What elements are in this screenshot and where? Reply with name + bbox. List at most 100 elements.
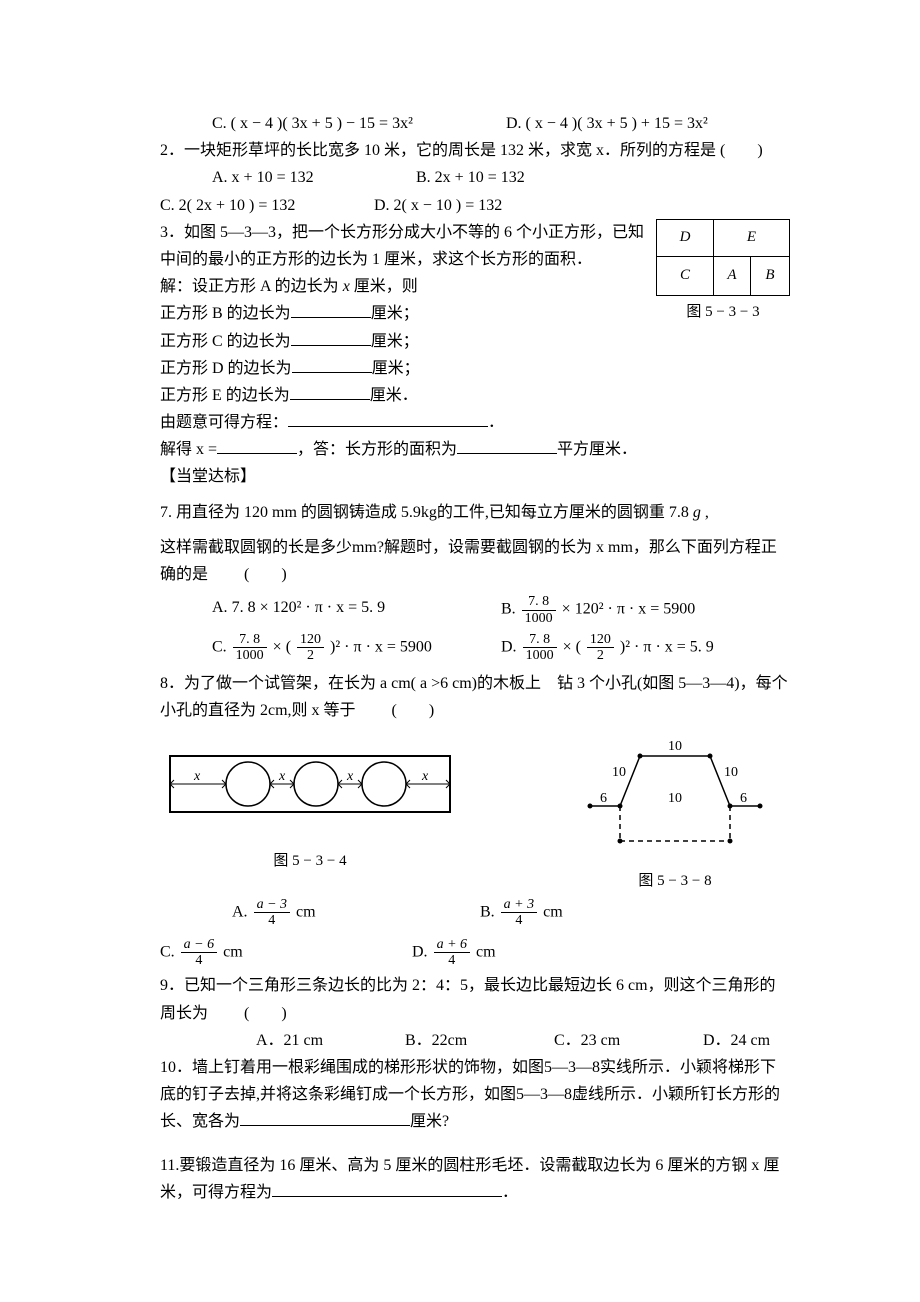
- q3-d-unit: 厘米；: [372, 360, 420, 377]
- q8-a-den: 4: [254, 913, 290, 928]
- q3-setup-pre: 解：设正方形 A 的边长为: [160, 278, 343, 295]
- q7-d-rest: )² · π · x = 5. 9: [616, 639, 714, 656]
- blank-c[interactable]: [291, 329, 371, 346]
- blank-q11[interactable]: [272, 1180, 502, 1197]
- blank-e[interactable]: [290, 383, 370, 400]
- q3-solve: 解得 x = ，答：长方形的面积为 平方厘米．: [160, 436, 790, 463]
- figure-5-3-4: x x x x 图 5 − 3 − 4: [160, 736, 460, 895]
- blank-q10[interactable]: [240, 1109, 410, 1126]
- q3-d-pre: 正方形 D 的边长为: [160, 360, 292, 377]
- cell-b: B: [751, 256, 790, 295]
- q7-a-label: A.: [212, 599, 232, 616]
- q7-l1b: ,: [701, 504, 709, 521]
- q7-c-n1: 7. 8: [233, 632, 267, 648]
- blank-area[interactable]: [457, 437, 557, 454]
- q8-option-d: D. a + 64 cm: [412, 937, 727, 969]
- q3-e-unit: 厘米．: [370, 387, 418, 404]
- figure-5-3-8-label: 图 5 − 3 − 8: [560, 869, 790, 895]
- figure-5-3-3-label: 图 5 − 3 − 3: [656, 300, 790, 326]
- q10-p2: 厘米?: [410, 1113, 449, 1130]
- blank-d[interactable]: [292, 356, 372, 373]
- q8-c-label: C.: [160, 943, 179, 960]
- q8-stem: 8．为了做一个试管架，在长为 a cm( a >6 cm)的木板上 钻 3 个小…: [160, 670, 790, 724]
- svg-text:x: x: [278, 769, 286, 784]
- q7-b-den: 1000: [522, 611, 556, 626]
- q3-eq-pre: 由题意可得方程：: [160, 414, 288, 431]
- q2-option-b: B. 2x + 10 = 132: [416, 169, 525, 186]
- q8-b-den: 4: [501, 913, 537, 928]
- q3-e-pre: 正方形 E 的边长为: [160, 387, 290, 404]
- q7-b-label: B.: [501, 601, 520, 618]
- q9-stem: 9．已知一个三角形三条边长的比为 2：4：5，最长边比最短边长 6 cm，则这个…: [160, 972, 790, 1026]
- q7-row-ab: A. 7. 8 × 120² · π · x = 5. 9 B. 7. 8100…: [160, 594, 790, 626]
- cell-e: E: [714, 219, 790, 256]
- q9-option-c: C．23 cm: [554, 1027, 699, 1054]
- q3-eq: 由题意可得方程：．: [160, 409, 790, 436]
- svg-text:6: 6: [740, 791, 747, 806]
- q7-b-rest: × 120² · π · x = 5900: [558, 601, 696, 618]
- svg-text:x: x: [193, 769, 201, 784]
- q9-options: A．21 cm B．22cm C．23 cm D．24 cm: [160, 1027, 790, 1054]
- q8-d-den: 4: [434, 953, 470, 968]
- q7-d-mid: × (: [559, 639, 585, 656]
- svg-text:x: x: [421, 769, 429, 784]
- q7-d-n1: 7. 8: [523, 632, 557, 648]
- section-heading: 【当堂达标】: [160, 463, 790, 490]
- q8-option-c: C. a − 64 cm: [160, 937, 412, 969]
- svg-text:6: 6: [600, 791, 607, 806]
- q1-option-c: C. ( x − 4 )( 3x + 5 ) − 15 = 3x²: [212, 110, 502, 137]
- q8-c-den: 4: [181, 953, 217, 968]
- fig538-svg: 10 10 10 6 10 6: [560, 736, 790, 856]
- q3-setup-post: 厘米，则: [350, 278, 418, 295]
- blank-b[interactable]: [291, 301, 371, 318]
- q7-l1a: 7. 用直径为 120 mm 的圆钢铸造成 5.9kg的工件,已知每立方厘米的圆…: [160, 504, 693, 521]
- q7-c-d1: 1000: [233, 648, 267, 663]
- blank-x[interactable]: [217, 437, 297, 454]
- svg-text:x: x: [346, 769, 354, 784]
- q8-row-cd: C. a − 64 cm D. a + 64 cm: [160, 937, 790, 969]
- q7-option-b: B. 7. 81000 × 120² · π · x = 5900: [501, 594, 790, 626]
- svg-text:10: 10: [724, 765, 738, 780]
- q7-option-a: A. 7. 8 × 120² · π · x = 5. 9: [160, 594, 501, 626]
- cell-c: C: [657, 256, 714, 295]
- q8-c-unit: cm: [219, 943, 243, 960]
- q3-line-c: 正方形 C 的边长为 厘米；: [160, 328, 790, 355]
- q3-solve-unit: 平方厘米．: [557, 441, 637, 458]
- q8-d-unit: cm: [472, 943, 496, 960]
- q8-d-label: D.: [412, 943, 432, 960]
- q8-option-b: B. a + 34 cm: [480, 897, 790, 929]
- q11: 11.要锻造直径为 16 厘米、高为 5 厘米的圆柱形毛坯．设需截取边长为 6 …: [160, 1152, 790, 1206]
- q7-c-label: C.: [212, 639, 231, 656]
- squares-table: D E C A B: [656, 219, 790, 296]
- q8-c-num: a − 6: [181, 937, 217, 953]
- q2-option-a: A. x + 10 = 132: [212, 164, 412, 191]
- q8-b-unit: cm: [539, 903, 563, 920]
- q8-b-num: a + 3: [501, 897, 537, 913]
- q8-figure-row: x x x x 图 5 − 3 − 4 10 10 10 6 10: [160, 736, 790, 895]
- q3-solve-pre: 解得 x =: [160, 441, 217, 458]
- q7-c-n2: 120: [297, 632, 324, 648]
- q7-option-c: C. 7. 81000 × ( 1202 )² · π · x = 5900: [160, 632, 501, 664]
- q3-c-pre: 正方形 C 的边长为: [160, 333, 291, 350]
- q2-stem: 2．一块矩形草坪的长比宽多 10 米，它的周长是 132 米，求宽 x．所列的方…: [160, 137, 790, 164]
- q7-g: g: [693, 504, 701, 521]
- blank-eq[interactable]: [288, 410, 488, 427]
- q3-solve-mid: ，答：长方形的面积为: [297, 441, 457, 458]
- q3-c-unit: 厘米；: [371, 333, 419, 350]
- q3-var-x: x: [343, 278, 350, 295]
- q7-d-n2: 120: [587, 632, 614, 648]
- q7-b-num: 7. 8: [522, 594, 556, 610]
- q8-option-a: A. a − 34 cm: [160, 897, 480, 929]
- svg-text:10: 10: [612, 765, 626, 780]
- q7-option-d: D. 7. 81000 × ( 1202 )² · π · x = 5. 9: [501, 632, 790, 664]
- svg-text:10: 10: [668, 739, 682, 754]
- q7-c-mid: × (: [269, 639, 295, 656]
- q7-line1: 7. 用直径为 120 mm 的圆钢铸造成 5.9kg的工件,已知每立方厘米的圆…: [160, 499, 790, 526]
- q7-line2: 这样需截取圆钢的长是多少mm?解题时，设需要截圆钢的长为 x mm，那么下面列方…: [160, 534, 790, 588]
- fig534-svg: x x x x: [160, 736, 460, 836]
- q3-b-unit: 厘米；: [371, 305, 419, 322]
- q2-option-c: C. 2( 2x + 10 ) = 132: [160, 192, 370, 219]
- q7-d-d1: 1000: [523, 648, 557, 663]
- q7-c-d2: 2: [297, 648, 324, 663]
- q3-line-e: 正方形 E 的边长为 厘米．: [160, 382, 790, 409]
